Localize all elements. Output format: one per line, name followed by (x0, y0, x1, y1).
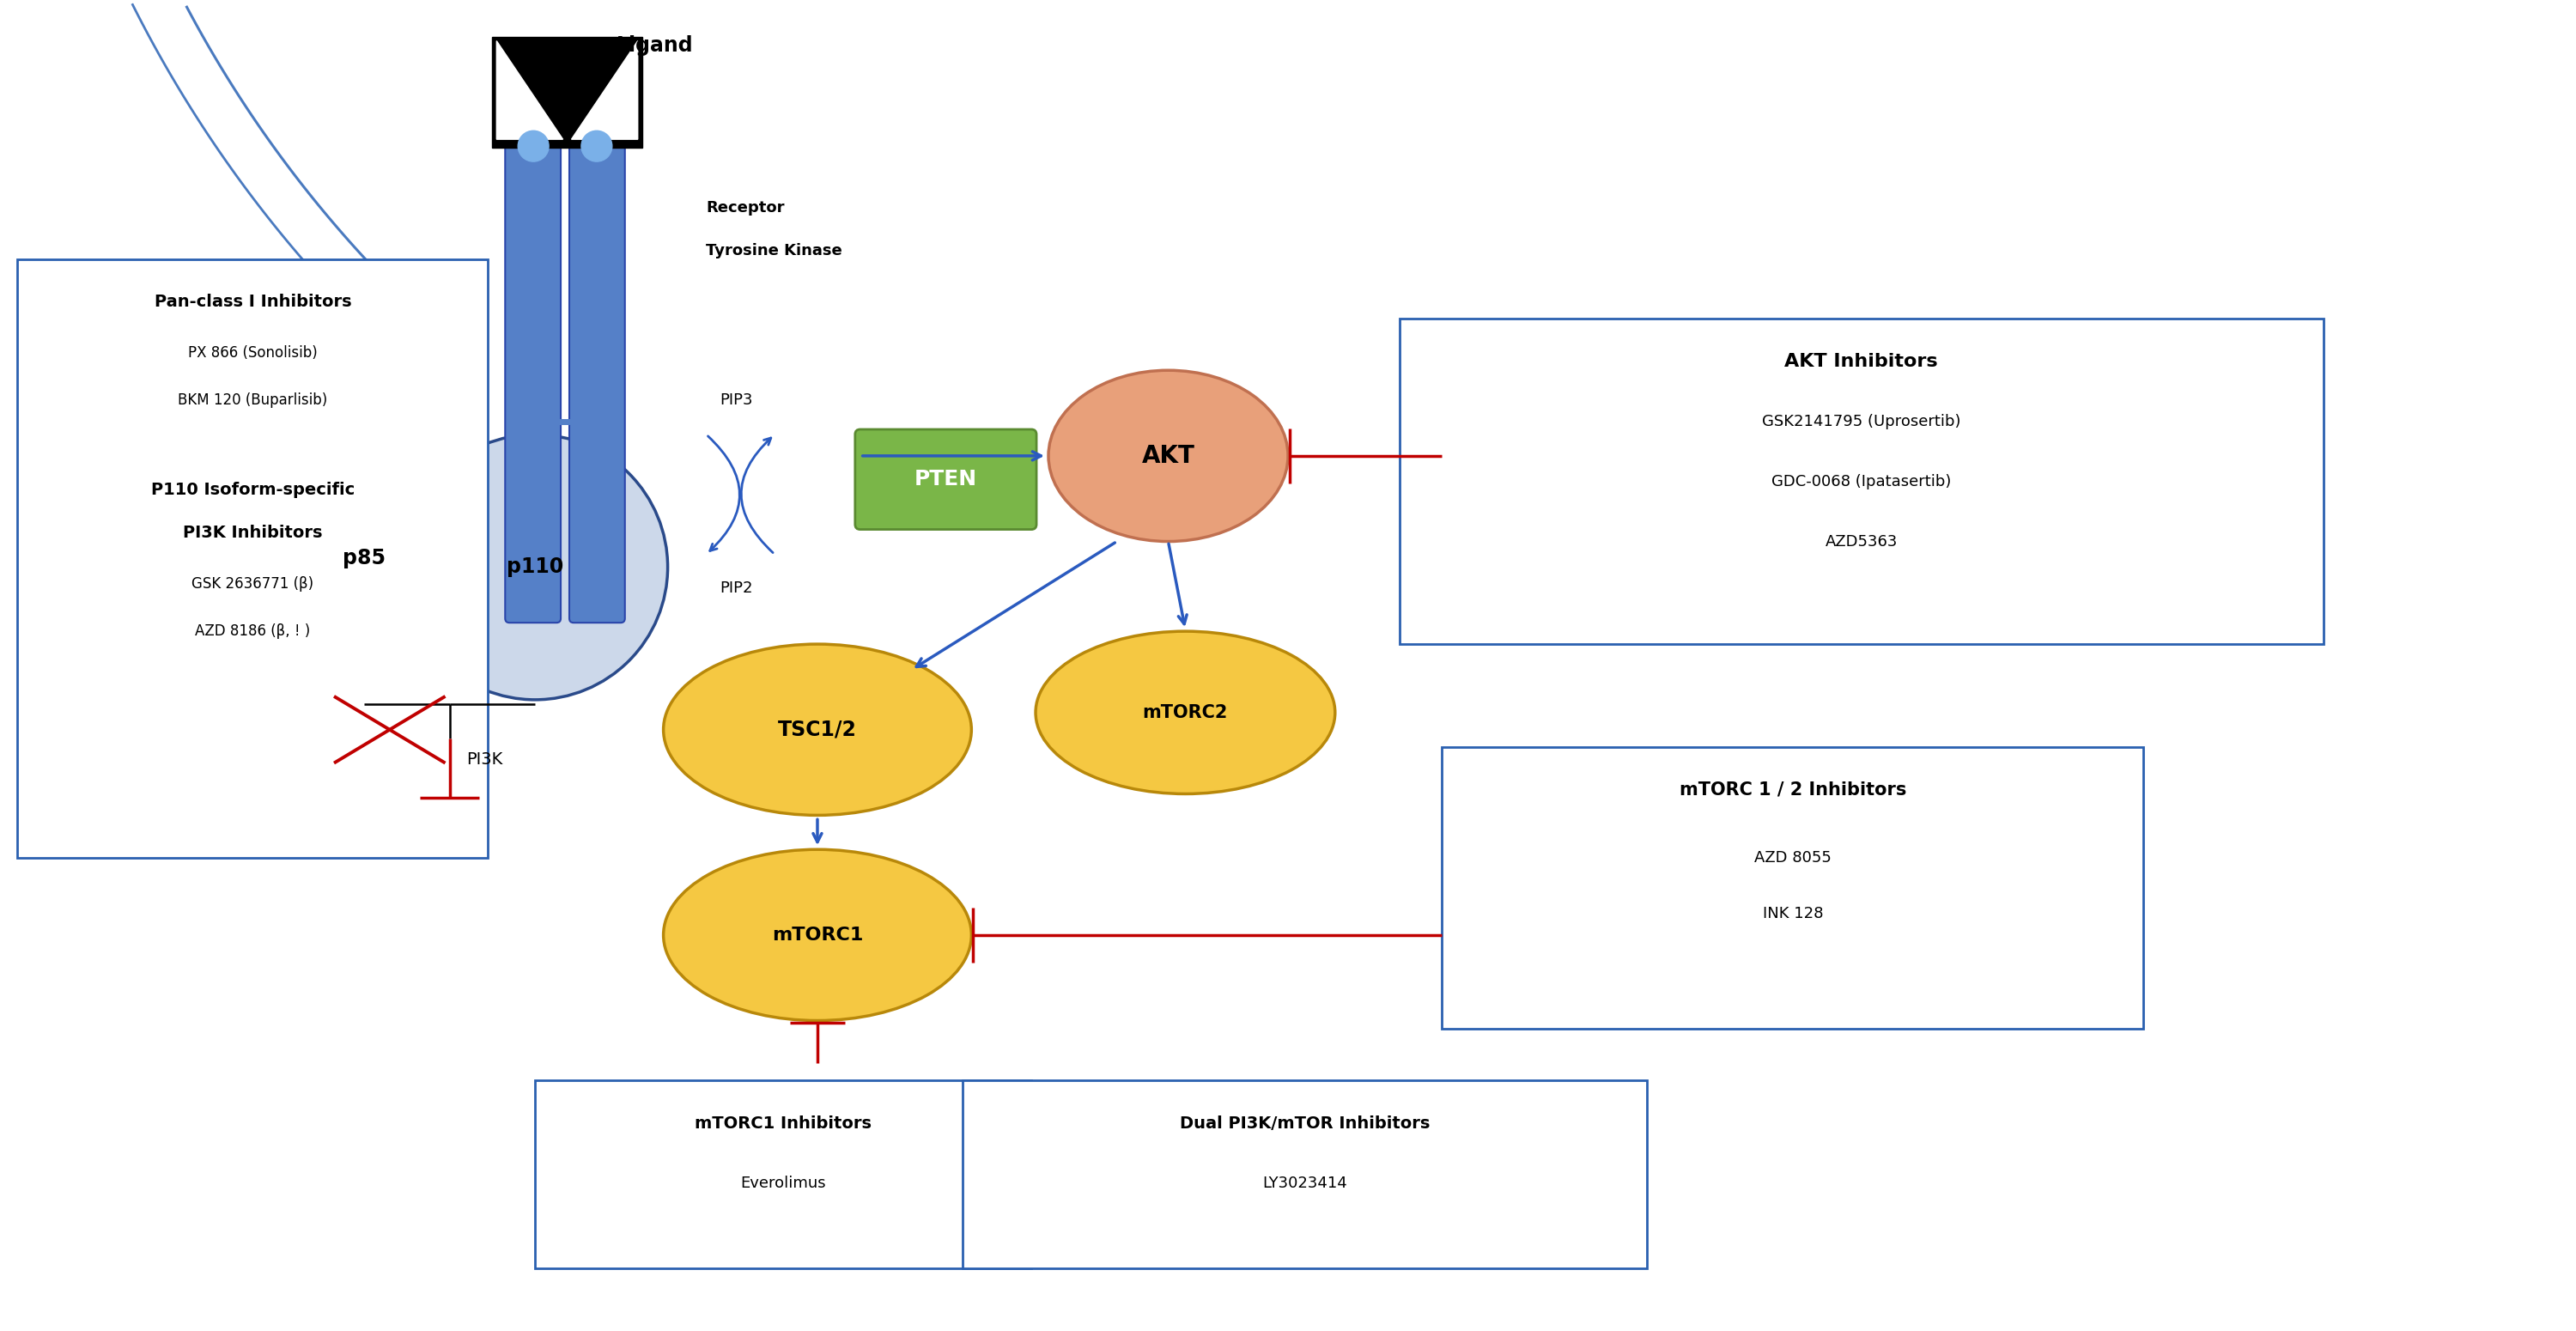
Text: mTORC1: mTORC1 (773, 926, 863, 944)
Text: P110 Isoform-specific: P110 Isoform-specific (152, 482, 355, 498)
Bar (536, 1081, 1030, 1268)
Bar (18, 260, 487, 858)
Polygon shape (497, 41, 564, 140)
Bar (1443, 747, 2143, 1029)
FancyBboxPatch shape (569, 144, 626, 623)
Ellipse shape (232, 426, 497, 691)
Text: Receptor: Receptor (706, 200, 786, 216)
Text: PTEN: PTEN (914, 469, 976, 490)
Text: PX 866 (Sonolisib): PX 866 (Sonolisib) (188, 346, 317, 361)
Text: Pan-class I Inhibitors: Pan-class I Inhibitors (155, 294, 350, 310)
Text: GSK 2636771 (β): GSK 2636771 (β) (191, 576, 314, 592)
Text: AKT: AKT (1141, 443, 1195, 469)
Circle shape (518, 130, 549, 161)
Text: Everolimus: Everolimus (739, 1175, 827, 1191)
Ellipse shape (402, 434, 667, 700)
Circle shape (582, 130, 613, 161)
Text: PI3K Inhibitors: PI3K Inhibitors (183, 524, 322, 540)
Ellipse shape (1036, 631, 1334, 793)
Ellipse shape (665, 849, 971, 1021)
Text: AZD 8055: AZD 8055 (1754, 851, 1832, 865)
Text: GDC-0068 (Ipatasertib): GDC-0068 (Ipatasertib) (1772, 474, 1950, 490)
Ellipse shape (1048, 370, 1288, 542)
Text: mTORC1 Inhibitors: mTORC1 Inhibitors (696, 1115, 871, 1131)
Ellipse shape (665, 644, 971, 815)
FancyBboxPatch shape (505, 144, 562, 623)
Text: PIP2: PIP2 (719, 580, 752, 596)
FancyBboxPatch shape (855, 430, 1036, 530)
Text: p85: p85 (343, 548, 386, 568)
Bar (492, 37, 641, 148)
Bar (1399, 319, 2324, 644)
Polygon shape (572, 41, 639, 140)
Text: AZD5363: AZD5363 (1824, 534, 1899, 550)
Text: AZD 8186 (β, ! ): AZD 8186 (β, ! ) (196, 623, 309, 639)
Text: AKT Inhibitors: AKT Inhibitors (1785, 353, 1937, 370)
Text: GSK2141795 (Uprosertib): GSK2141795 (Uprosertib) (1762, 414, 1960, 430)
Text: Tyrosine Kinase: Tyrosine Kinase (706, 242, 842, 258)
Text: PIP3: PIP3 (719, 393, 752, 409)
Bar (963, 1081, 1646, 1268)
Text: Dual PI3K/mTOR Inhibitors: Dual PI3K/mTOR Inhibitors (1180, 1115, 1430, 1131)
Text: p110: p110 (507, 556, 564, 578)
Text: PI3K: PI3K (466, 752, 502, 768)
Text: TSC1/2: TSC1/2 (778, 719, 858, 740)
Text: INK 128: INK 128 (1762, 906, 1824, 921)
Text: BKM 120 (Buparlisib): BKM 120 (Buparlisib) (178, 393, 327, 409)
Text: LY3023414: LY3023414 (1262, 1175, 1347, 1191)
Text: mTORC 1 / 2 Inhibitors: mTORC 1 / 2 Inhibitors (1680, 781, 1906, 799)
Text: mTORC2: mTORC2 (1144, 704, 1229, 721)
Text: Ligand: Ligand (616, 35, 693, 56)
